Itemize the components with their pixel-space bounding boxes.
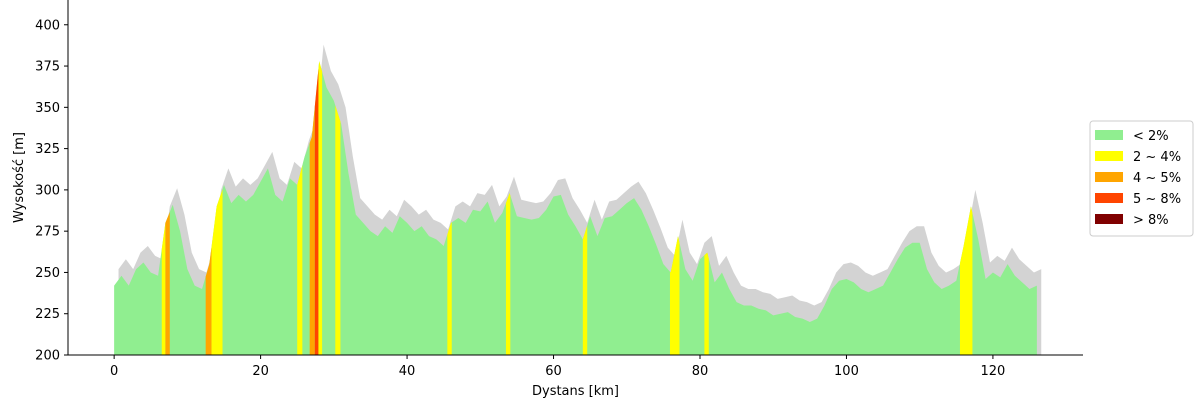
y-tick-label: 275 xyxy=(35,225,60,240)
legend-swatch xyxy=(1095,193,1123,203)
legend-swatch xyxy=(1095,172,1123,182)
legend-swatch xyxy=(1095,151,1123,161)
x-tick-label: 0 xyxy=(110,364,118,379)
gradient-segment-10 xyxy=(505,193,511,355)
y-axis-title: Wysokość [m] xyxy=(12,132,27,223)
x-axis-title: Dystans [km] xyxy=(532,384,619,399)
x-tick-label: 80 xyxy=(692,364,709,379)
gradient-segment-14 xyxy=(959,206,973,355)
gradient-segment-9 xyxy=(447,222,452,355)
y-tick-label: 375 xyxy=(35,60,60,75)
y-tick-label: 225 xyxy=(35,307,60,322)
x-tick-label: 100 xyxy=(834,364,859,379)
legend-label: > 8% xyxy=(1133,213,1169,228)
gradient-segment-1 xyxy=(165,212,170,355)
x-tick-label: 40 xyxy=(399,364,416,379)
elevation-area xyxy=(114,61,1037,355)
x-tick-label: 20 xyxy=(252,364,269,379)
gradient-segment-0 xyxy=(161,222,166,355)
y-tick-label: 300 xyxy=(35,183,60,198)
gradient-segment-6 xyxy=(314,68,319,355)
plot-area xyxy=(114,44,1042,355)
gradient-segment-5 xyxy=(309,106,315,355)
gradient-segment-2 xyxy=(205,246,212,355)
legend-swatch xyxy=(1095,130,1123,140)
gradient-segment-4 xyxy=(297,165,303,355)
gradient-segment-8 xyxy=(335,105,341,355)
tick-labels: 0 20 40 60 80 100 120 200 225 250 275 300 325 350 375 4… xyxy=(35,18,1005,379)
legend-label: 4 ~ 5% xyxy=(1133,171,1181,186)
legend-label: < 2% xyxy=(1133,129,1169,144)
y-tick-label: 200 xyxy=(35,349,60,364)
axes xyxy=(67,0,1083,356)
gradient-segment-11 xyxy=(582,225,588,355)
y-tick-label: 250 xyxy=(35,266,60,281)
x-tick-label: 60 xyxy=(545,364,562,379)
x-tick-label: 120 xyxy=(981,364,1006,379)
legend-swatch xyxy=(1095,214,1123,224)
y-tick-label: 400 xyxy=(35,18,60,33)
legend: < 2% 2 ~ 4% 4 ~ 5% 5 ~ 8% > 8% xyxy=(1089,120,1194,237)
gradient-segment-7 xyxy=(318,61,323,355)
y-tick-label: 325 xyxy=(35,142,60,157)
legend-frame xyxy=(1089,120,1194,237)
legend-label: 2 ~ 4% xyxy=(1133,150,1181,165)
y-tick-label: 350 xyxy=(35,101,60,116)
gradient-segment-13 xyxy=(704,252,709,355)
gradient-segment-3 xyxy=(211,189,223,355)
legend-label: 5 ~ 8% xyxy=(1133,192,1181,207)
gradient-segment-12 xyxy=(669,236,680,355)
